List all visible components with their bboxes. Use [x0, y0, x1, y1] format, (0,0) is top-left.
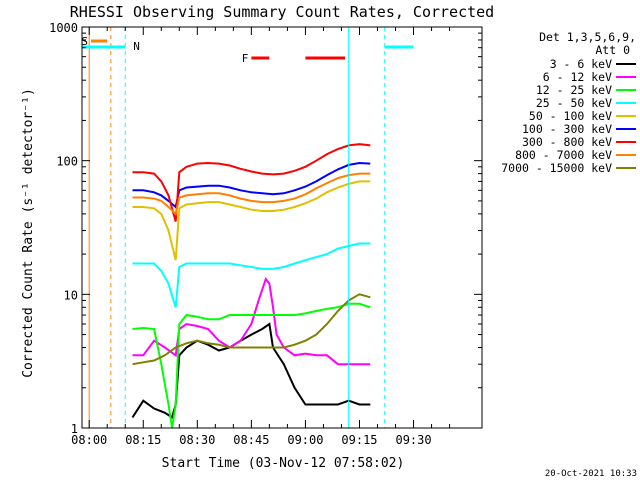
x-tick-label-0: 08:00 [71, 433, 107, 447]
legend-label-1: 6 - 12 keV [543, 70, 612, 84]
x-tick-label-5: 09:15 [341, 433, 377, 447]
legend-header-line-1: Det 1,3,5,6,9, [539, 30, 636, 44]
legend-label-0: 3 - 6 keV [550, 57, 612, 71]
legend-label-5: 100 - 300 keV [522, 122, 612, 136]
series-line-4 [132, 180, 371, 261]
y-tick-label-3: 1000 [49, 21, 78, 35]
legend-label-8: 7000 - 15000 keV [501, 161, 612, 175]
series-line-0 [131, 322, 371, 419]
series-line-2 [132, 302, 371, 429]
annotation-layer: S N F [81, 35, 414, 65]
y-axis-label: Corrected Count Rate (s⁻¹ detector⁻¹) [21, 88, 36, 378]
footer-timestamp: 20-Oct-2021 10:33 [545, 469, 637, 479]
legend-label-2: 12 - 25 keV [536, 83, 612, 97]
series-line-5 [132, 161, 371, 209]
y-tick-label-0: 1 [71, 422, 78, 436]
chart-title: RHESSI Observing Summary Count Rates, Co… [70, 3, 494, 21]
x-tick-label-2: 08:30 [179, 433, 215, 447]
legend-header-line-2: Att 0 [595, 43, 630, 57]
series-line-3 [132, 242, 371, 308]
legend-label-6: 300 - 800 keV [522, 135, 612, 149]
annotation-label-1: N [133, 40, 140, 53]
series-line-1 [132, 277, 371, 366]
legend-label-7: 800 - 7000 keV [515, 148, 612, 162]
y-tick-label-2: 100 [56, 155, 78, 169]
series-layer [131, 143, 371, 429]
annotation-label-0: S [81, 35, 88, 48]
series-line-7 [132, 172, 371, 216]
legend-label-3: 25 - 50 keV [536, 96, 612, 110]
x-tick-label-1: 08:15 [125, 433, 161, 447]
vertical-line-layer [88, 27, 386, 428]
y-axis: 1 10 100 1000 [49, 21, 482, 436]
annotation-label-2: F [242, 52, 249, 65]
x-tick-label-6: 09:30 [395, 433, 431, 447]
x-axis: 08:00 08:15 08:30 08:45 09:00 09:15 09:30 [71, 27, 451, 447]
plot-frame [81, 26, 483, 429]
plot-area: S N F [81, 26, 483, 429]
x-tick-label-4: 09:00 [287, 433, 323, 447]
x-axis-label: Start Time (03-Nov-12 07:58:02) [162, 456, 405, 471]
x-tick-label-3: 08:45 [233, 433, 269, 447]
y-tick-label-1: 10 [64, 288, 78, 302]
legend-label-4: 50 - 100 keV [529, 109, 612, 123]
series-line-6 [132, 143, 371, 222]
series-line-8 [132, 293, 371, 366]
